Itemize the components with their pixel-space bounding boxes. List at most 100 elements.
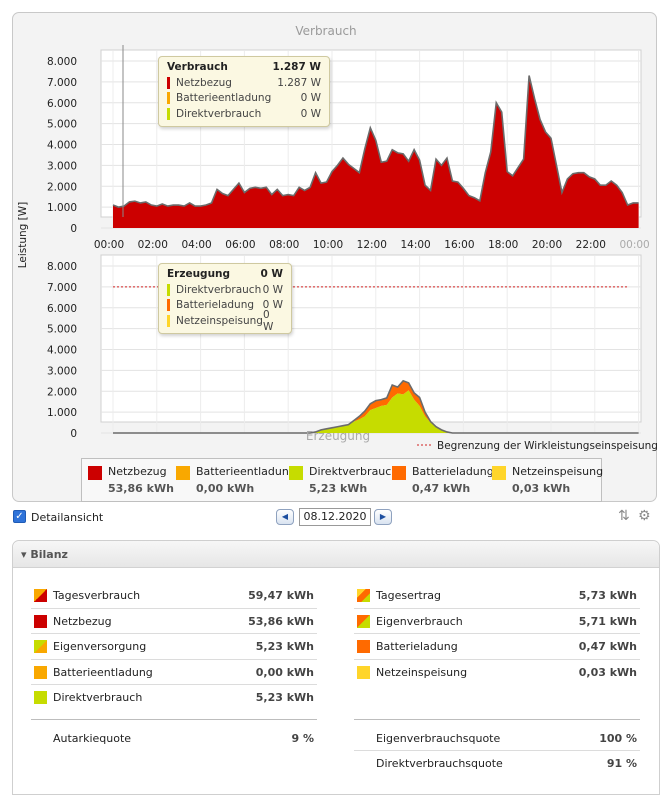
collapse-triangle-icon: ▾ <box>21 548 27 561</box>
netzbezug-swatch <box>88 466 102 480</box>
batterieladung-swatch <box>392 466 406 480</box>
x-tick-label: 22:00 <box>576 239 606 251</box>
bilanz-row-eigenverbrauchsquote: Eigenverbrauchsquote 100 % <box>354 726 640 751</box>
verbrauch-areas <box>112 75 639 228</box>
verbrauch-plot: Verbrauch 0 1.000 2.000 3.000 4.000 5.000 6.00… <box>47 24 650 251</box>
tooltip-row-label: Batterieladung <box>176 299 255 312</box>
y-tick-label: 2.000 <box>47 181 77 193</box>
erzeugung-tooltip-total: 0 W <box>260 268 283 280</box>
bilanz-value: 91 % <box>606 757 637 770</box>
bilanz-row-autarkiequote: Autarkiequote 9 % <box>31 726 317 752</box>
legend-value: 0,00 kWh <box>196 482 255 495</box>
x-tick-label: 08:00 <box>269 239 299 251</box>
batterieentladung-swatch <box>34 665 47 679</box>
bilanz-row-netzeinspeisung: Netzeinspeisung 0,03 kWh <box>354 660 640 686</box>
area-direktverbrauch <box>113 390 634 433</box>
date-field[interactable]: 08.12.2020 <box>299 508 371 526</box>
tooltip-row: Batterieentladung 0 W <box>167 91 321 107</box>
y-tick-label: 7.000 <box>47 77 77 89</box>
bilanz-label: Direktverbrauchsquote <box>376 757 503 770</box>
verbrauch-tooltip-title: Verbrauch <box>167 61 228 73</box>
x-tick-label: 20:00 <box>532 239 562 251</box>
verbrauch-tooltip-header: Verbrauch 1.287 W <box>167 61 321 73</box>
bilanz-row-direktverbrauchsquote: Direktverbrauchsquote 91 % <box>354 751 640 777</box>
y-tick-label: 6.000 <box>47 303 77 315</box>
bilanz-separator <box>354 711 640 720</box>
bilanz-value: 53,86 kWh <box>248 614 314 628</box>
direktverbrauch-swatch <box>289 466 303 480</box>
x-tick-label: 14:00 <box>400 239 430 251</box>
export-icon[interactable]: ⇅ <box>618 508 630 524</box>
bilanz-label: Eigenverbrauch <box>376 614 463 628</box>
prev-day-button[interactable]: ◀ <box>276 509 294 525</box>
bilanz-row-tagesertrag: Tagesertrag 5,73 kWh <box>354 583 640 609</box>
y-tick-label: 4.000 <box>47 140 77 152</box>
legend-label: Netzbezug <box>108 465 167 478</box>
bilanz-row-direktverbrauch: Direktverbrauch 5,23 kWh <box>31 685 317 711</box>
legend-value: 5,23 kWh <box>309 482 368 495</box>
verbrauch-tooltip-total: 1.287 W <box>272 61 321 73</box>
bilanz-label: Eigenverbrauchsquote <box>376 731 501 745</box>
detail-checkbox-label[interactable]: Detailansicht <box>31 511 104 524</box>
tooltip-row-label: Direktverbrauch <box>176 283 262 296</box>
bilanz-label: Batterieladung <box>376 640 458 653</box>
legend-label: Batterieentladung <box>196 465 296 478</box>
erzeugung-areas <box>113 379 639 434</box>
bilanz-value: 5,23 kWh <box>255 691 314 704</box>
y-axis-label: Leistung [W] <box>17 202 29 269</box>
batterieladung-swatch <box>357 640 370 653</box>
chart-toolbar: ✓ Detailansicht ◀ 08.12.2020 ▶ ⇅ ⚙ <box>12 506 660 528</box>
bilanz-label: Tagesverbrauch <box>53 589 141 602</box>
erzeugung-y-ticks: 0 1.000 2.000 3.000 4.000 5.000 6.000 7.000 8.00… <box>47 261 77 440</box>
bilanz-value: 0,00 kWh <box>255 665 314 679</box>
y-tick-label: 2.000 <box>47 386 77 398</box>
erzeugung-title: Erzeugung <box>306 429 370 443</box>
bilanz-row-tagesverbrauch: Tagesverbrauch 59,47 kWh <box>31 583 317 609</box>
erzeugung-plot: Erzeugung 0 1.000 2.000 3.000 4.000 5.000 6.00… <box>47 254 658 452</box>
legend-label: Netzeinspeisung <box>512 465 604 478</box>
tagesertrag-swatch <box>357 589 370 602</box>
chevron-right-icon: ▶ <box>379 512 387 521</box>
tooltip-row-value: 1.287 W <box>277 76 321 89</box>
chart-svg: Verbrauch 0 1.000 2.000 3.000 4.000 5.000 6.00… <box>17 24 658 452</box>
bilanz-panel: ▾ Bilanz Tagesverbrauch 59,47 kWh Netzbe… <box>12 540 660 795</box>
area-netzbezug <box>113 75 639 228</box>
bilanz-row-eigenverbrauch: Eigenverbrauch 5,71 kWh <box>354 609 640 634</box>
bilanz-header[interactable]: ▾ Bilanz <box>13 541 659 568</box>
x-tick-label: 18:00 <box>488 239 518 251</box>
y-tick-label: 0 <box>70 223 77 235</box>
bilanz-label: Eigenversorgung <box>53 640 147 653</box>
bilanz-row-batterieladung: Batterieladung 0,47 kWh <box>354 634 640 660</box>
next-day-button[interactable]: ▶ <box>374 509 392 525</box>
detail-checkbox[interactable]: ✓ <box>13 510 26 523</box>
y-tick-label: 4.000 <box>47 345 77 357</box>
bilanz-label: Netzeinspeisung <box>376 665 468 679</box>
direktverbrauch-swatch <box>34 691 47 704</box>
bilanz-spacer <box>354 685 640 711</box>
bilanz-value: 0,47 kWh <box>578 640 637 653</box>
bilanz-label: Tagesertrag <box>376 589 441 602</box>
x-tick-label: 16:00 <box>444 239 474 251</box>
tooltip-row-label: Netzbezug <box>176 76 232 89</box>
x-tick-label: 06:00 <box>225 239 255 251</box>
batterieentladung-swatch <box>167 92 170 105</box>
direktverbrauch-swatch <box>167 283 170 296</box>
tagesverbrauch-swatch <box>34 589 47 602</box>
bilanz-row-batterieentladung: Batterieentladung 0,00 kWh <box>31 660 317 685</box>
y-tick-label: 8.000 <box>47 56 77 68</box>
total-outline <box>113 379 639 434</box>
tooltip-row-label: Direktverbrauch <box>176 107 262 120</box>
erzeugung-tooltip-header: Erzeugung 0 W <box>167 268 283 280</box>
bilanz-value: 5,23 kWh <box>255 640 314 653</box>
tooltip-row-value: 0 W <box>262 308 274 333</box>
gear-icon[interactable]: ⚙ <box>638 508 651 524</box>
chart-legend: Netzbezug 53,86 kWh Batterieentladung 0,… <box>81 458 604 502</box>
x-tick-label: 00:00 <box>94 239 124 251</box>
verbrauch-y-ticks: 0 1.000 2.000 3.000 4.000 5.000 6.000 7.000 8.00… <box>47 56 77 235</box>
bilanz-value: 100 % <box>599 731 637 745</box>
bilanz-label: Batterieentladung <box>53 665 153 679</box>
chart-panel: Verbrauch 0 1.000 2.000 3.000 4.000 5.000 6.00… <box>12 12 658 502</box>
tooltip-row-value: 0 W <box>300 107 321 120</box>
bilanz-left-column: Tagesverbrauch 59,47 kWh Netzbezug 53,86… <box>31 583 317 751</box>
tooltip-row: Netzbezug 1.287 W <box>167 75 321 91</box>
